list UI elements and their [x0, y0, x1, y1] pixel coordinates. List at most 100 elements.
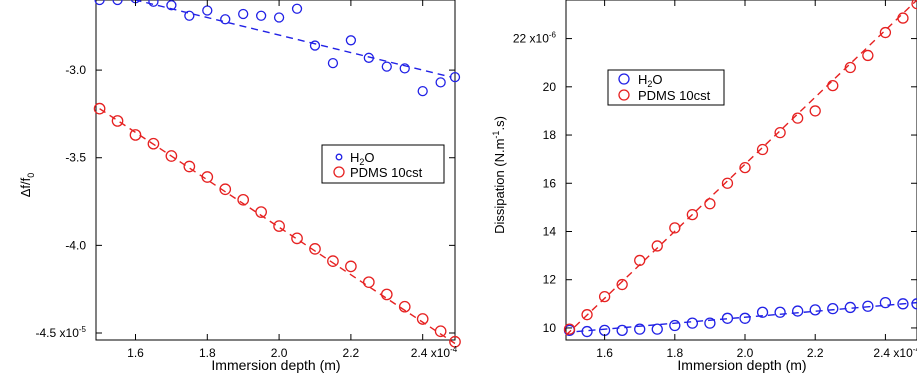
left-point-pdms	[129, 129, 142, 141]
left-point-h2o	[238, 8, 249, 20]
right-fit-line-h2o	[576, 301, 917, 333]
left-point-h2o	[309, 40, 321, 51]
right-point-h2o	[879, 296, 892, 309]
right-point-pdms	[809, 105, 821, 117]
right-x-axis-label: Immersion depth (m)	[677, 357, 806, 373]
right-point-pdms	[739, 161, 751, 174]
left-point-h2o	[449, 71, 461, 83]
left-legend-marker-h2o	[335, 153, 343, 161]
left-point-h2o	[363, 52, 374, 63]
right-point-h2o	[634, 323, 646, 335]
right-point-h2o	[792, 305, 804, 317]
left-point-pdms	[93, 102, 106, 115]
left-chart-axes: 1.6 1.8 2.0 2.2 2.4 x10-4 -3.0 -3.5 -4.0 -4.5 x1…	[36, 0, 458, 360]
left-point-h2o	[148, 0, 159, 7]
left-y-tick-label: -4.5 x10-5	[36, 325, 87, 340]
right-point-h2o	[774, 306, 786, 318]
right-point-pdms	[862, 49, 874, 62]
left-point-pdms	[237, 193, 250, 206]
right-y-tick-label: 16	[543, 176, 557, 190]
right-point-h2o	[862, 300, 874, 312]
right-point-pdms	[911, 0, 917, 10]
right-legend-marker-h2o	[618, 73, 630, 85]
left-x-tick-label: 2.2	[343, 346, 360, 360]
left-x-tick-label: 2.4 x10-4	[411, 345, 458, 360]
left-point-h2o	[291, 3, 303, 14]
right-point-h2o	[721, 312, 734, 324]
right-x-tick-label: 2.0	[737, 346, 754, 360]
left-point-h2o	[345, 35, 357, 46]
right-point-pdms	[581, 309, 593, 321]
right-point-h2o	[581, 325, 593, 338]
left-point-pdms	[219, 183, 232, 196]
right-y-tick-label: 20	[543, 80, 557, 94]
right-chart-marks	[563, 0, 917, 338]
right-plot-frame	[565, 0, 917, 341]
left-point-h2o	[220, 14, 231, 25]
left-x-axis-label: Immersion depth (m)	[211, 357, 340, 373]
left-y-axis-label: Δf/f0	[18, 173, 36, 198]
right-point-h2o	[686, 317, 699, 329]
left-point-h2o	[94, 0, 105, 6]
left-y-axis-label-subscript: 0	[26, 173, 36, 178]
left-point-h2o	[435, 77, 446, 88]
right-chart-axes: 1.6 1.8 2.0 2.2 2.4 x10-4 10 12 14 16 18 20 22 x10-…	[513, 0, 917, 360]
right-point-h2o	[897, 298, 909, 310]
right-point-h2o	[598, 324, 611, 337]
right-point-pdms	[616, 278, 628, 291]
left-x-tick-label: 2.0	[271, 346, 288, 360]
left-point-h2o	[166, 0, 177, 11]
left-x-tick-label: 1.6	[127, 346, 144, 360]
left-point-h2o	[184, 10, 195, 21]
right-point-h2o	[844, 301, 856, 314]
left-point-pdms	[273, 220, 285, 232]
right-legend-label-pdms: PDMS 10cst	[638, 88, 711, 103]
left-point-pdms	[362, 276, 375, 289]
left-legend-label-h2o: H2O	[350, 150, 375, 167]
left-point-pdms	[398, 300, 411, 313]
right-point-pdms	[756, 143, 769, 156]
right-x-tick-label: 1.6	[596, 346, 613, 360]
left-legend-marker-pdms	[333, 166, 345, 178]
right-legend-marker-pdms	[618, 89, 630, 101]
right-legend-label-h2o: H2O	[638, 72, 663, 89]
right-point-h2o	[827, 303, 839, 315]
left-y-tick-label: -3.5	[65, 151, 86, 165]
left-point-pdms	[111, 115, 124, 127]
left-point-h2o	[381, 61, 392, 72]
left-point-pdms	[345, 260, 357, 273]
left-legend-box	[321, 144, 445, 184]
right-point-pdms	[704, 198, 716, 210]
left-point-h2o	[202, 5, 213, 16]
right-y-axis-label: Dissipation (N.m-1.s)	[491, 116, 507, 234]
right-point-pdms	[792, 112, 804, 124]
left-point-h2o	[273, 12, 285, 23]
left-point-pdms	[255, 206, 267, 218]
left-point-pdms	[434, 325, 447, 338]
right-legend: H2O PDMS 10cst	[607, 69, 725, 106]
left-chart-marks	[93, 0, 461, 348]
right-point-pdms	[686, 208, 699, 221]
right-point-h2o	[756, 306, 769, 318]
left-point-pdms	[183, 160, 196, 173]
right-point-h2o	[704, 317, 716, 329]
right-point-h2o	[911, 298, 917, 310]
right-point-pdms	[598, 290, 611, 303]
right-y-tick-label: 14	[543, 224, 557, 238]
left-fit-line-h2o	[132, 0, 452, 78]
left-x-tick-label: 1.8	[199, 346, 216, 360]
right-point-pdms	[827, 79, 839, 92]
right-point-pdms	[563, 323, 576, 335]
left-chart: 1.6 1.8 2.0 2.2 2.4 x10-4 -3.0 -3.5 -4.0 -4.5 x1…	[18, 0, 461, 373]
right-point-pdms	[721, 177, 734, 189]
right-point-h2o	[616, 324, 628, 337]
left-point-h2o	[112, 0, 123, 6]
right-chart: 1.6 1.8 2.0 2.2 2.4 x10-4 10 12 14 16 18 20 22 x10-…	[491, 0, 917, 373]
right-x-tick-label: 2.4 x10-4	[873, 345, 917, 360]
left-point-pdms	[416, 313, 429, 325]
right-point-pdms	[844, 61, 856, 74]
left-point-h2o	[255, 10, 267, 21]
left-point-h2o	[417, 85, 428, 97]
right-y-tick-label: 22 x10-6	[513, 31, 557, 46]
